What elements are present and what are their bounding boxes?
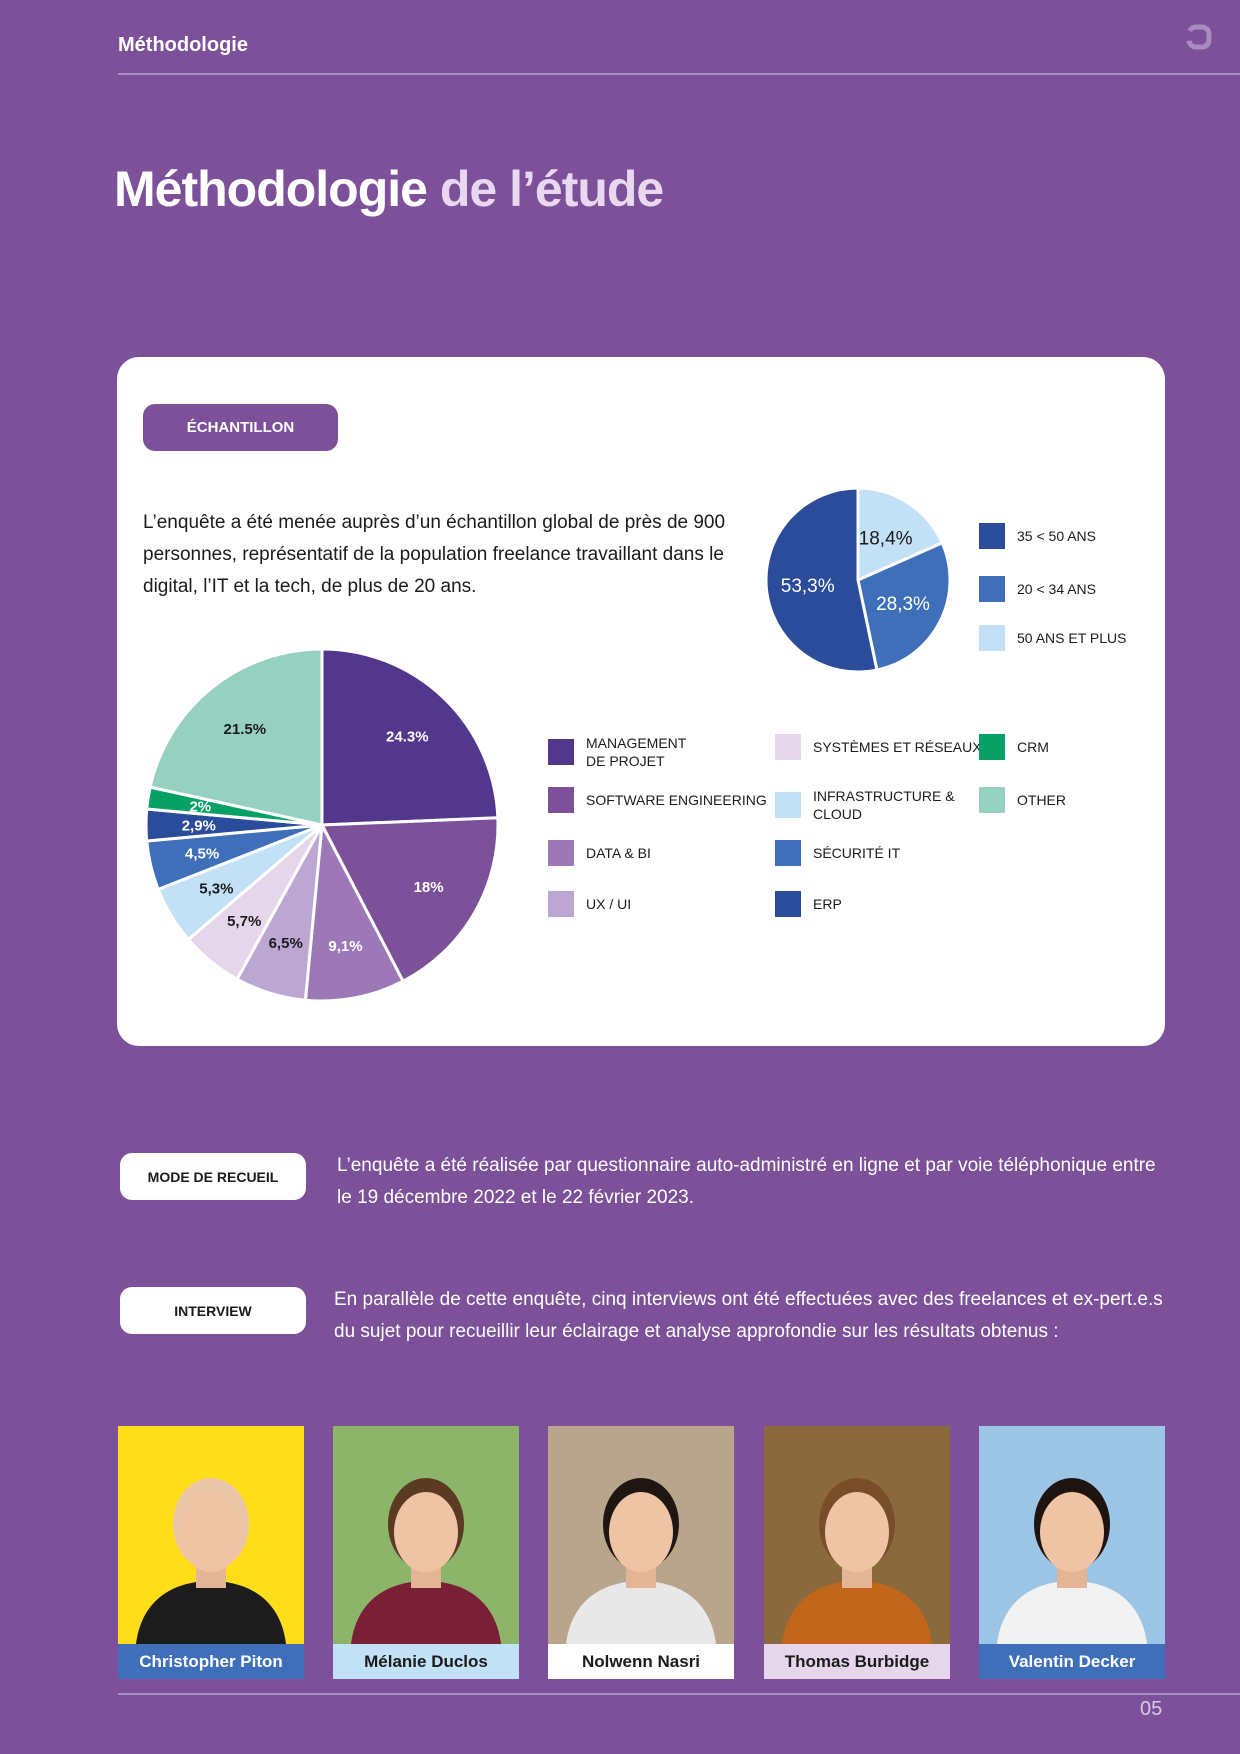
header-divider xyxy=(118,73,1240,75)
domain-legend-item-other: OTHER xyxy=(979,787,1066,813)
age-pie-slice-50-ans-et-plus xyxy=(856,486,945,583)
legend-label: UX / UI xyxy=(586,896,632,912)
domain-pie-label-other: 21.5% xyxy=(224,721,267,738)
domain-legend-item-crm: CRM xyxy=(979,734,1049,760)
interviewee-card: Mélanie Duclos xyxy=(333,1426,519,1679)
age-pie-label-20-34-ans: 28,3% xyxy=(876,594,930,615)
age-pie-slice-20-34-ans xyxy=(856,540,952,672)
interviewee-card: Nolwenn Nasri xyxy=(548,1426,734,1679)
legend-swatch xyxy=(979,787,1005,813)
legend-swatch xyxy=(775,792,801,818)
collection-description: L’enquête a été réalisée par questionnai… xyxy=(337,1155,1156,1208)
age-pie-chart: 18,4% 28,3% 53,3% xyxy=(764,486,952,674)
interview-label-badge: INTERVIEW xyxy=(120,1287,306,1334)
legend-label: 35 < 50 ANS xyxy=(1017,528,1097,544)
domain-pie-label-ux-ui: 6,5% xyxy=(269,935,303,952)
interviewee-card: Thomas Burbidge xyxy=(764,1426,950,1679)
domain-legend-item-data-bi: DATA & BI xyxy=(548,840,651,866)
domain-pie-slice-data-bi xyxy=(303,819,406,1003)
legend-swatch xyxy=(775,891,801,917)
interviewee-name: Christopher Piton xyxy=(118,1644,304,1679)
legend-label: INFRASTRUCTURE & CLOUD xyxy=(813,788,955,822)
domain-legend-item-syst-mes-et-r-seaux: SYSTÈMES ET RÉSEAUX xyxy=(775,734,982,760)
legend-swatch xyxy=(548,739,574,765)
sample-description: L’enquête a été menée auprès d’un échant… xyxy=(143,512,726,597)
legend-label: SOFTWARE ENGINEERING xyxy=(586,792,767,808)
legend-label: SÉCURITÉ IT xyxy=(813,845,901,861)
age-pie-slice-35-50-ans xyxy=(764,486,879,674)
legend-label: SYSTÈMES ET RÉSEAUX xyxy=(813,739,982,755)
domain-legend-item-software-engineering: SOFTWARE ENGINEERING xyxy=(548,787,767,813)
portrait-illustration xyxy=(351,1478,501,1644)
portrait-photo xyxy=(548,1426,734,1644)
age-pie-label-35-50-ans: 53,3% xyxy=(781,576,835,597)
portrait-photo xyxy=(764,1426,950,1644)
domain-pie-slice-software-engineering xyxy=(319,816,500,984)
interviewee-name: Nolwenn Nasri xyxy=(548,1644,734,1679)
legend-label: 20 < 34 ANS xyxy=(1017,581,1097,597)
domain-legend-item-management: MANAGEMENT DE PROJET xyxy=(548,734,686,770)
collection-label-badge: MODE DE RECUEIL xyxy=(120,1153,306,1200)
legend-label: MANAGEMENT DE PROJET xyxy=(586,734,686,770)
interview-description: En parallèle de cette enquête, cinq inte… xyxy=(334,1289,1163,1342)
logo-icon xyxy=(1186,24,1212,50)
legend-label-line: DE PROJET xyxy=(586,753,665,769)
interviewee-name: Thomas Burbidge xyxy=(764,1644,950,1679)
portrait-photo xyxy=(333,1426,519,1644)
domain-legend-item-infrastructure-cloud: INFRASTRUCTURE & CLOUD xyxy=(775,787,963,823)
legend-swatch xyxy=(548,840,574,866)
page-number: 05 xyxy=(1140,1698,1163,1720)
domain-pie-label-infrastructure-cloud: 5,3% xyxy=(199,881,233,898)
domain-pie-label-crm: 2% xyxy=(189,798,211,815)
domain-pie-label-data-bi: 9,1% xyxy=(328,938,362,955)
sample-card: ÉCHANTILLON L’enquête a été menée auprès… xyxy=(117,357,1165,1046)
age-pie-label-50-ans-et-plus: 18,4% xyxy=(859,528,913,549)
legend-swatch xyxy=(548,787,574,813)
legend-label: OTHER xyxy=(1017,792,1066,808)
domain-pie-label-syst-mes-et-r-seaux: 5,7% xyxy=(227,913,261,930)
domain-pie-label-management-de-projet: 24.3% xyxy=(386,728,429,745)
domain-pie-label-erp: 2,9% xyxy=(182,817,216,834)
age-legend-item-50-ans-et-plus: 50 ANS ET PLUS xyxy=(979,625,1126,651)
sample-label-badge: ÉCHANTILLON xyxy=(143,404,338,451)
interviewee-card: Christopher Piton xyxy=(118,1426,304,1679)
legend-label: DATA & BI xyxy=(586,845,651,861)
legend-label-line: MANAGEMENT xyxy=(586,735,687,751)
legend-swatch xyxy=(548,891,574,917)
domain-pie-label-s-curit-it: 4,5% xyxy=(185,846,219,863)
legend-label: CRM xyxy=(1017,739,1049,755)
legend-swatch xyxy=(775,840,801,866)
charts-canvas: 18,4% 28,3% 53,3% 24.3% 18% 9,1% 6,5% 5,7% 5,3%… xyxy=(144,486,952,1003)
page-title: Méthodologie de l’étude xyxy=(114,160,664,218)
legend-label: 50 ANS ET PLUS xyxy=(1017,630,1127,646)
footer-divider xyxy=(118,1693,1240,1695)
portrait-illustration xyxy=(997,1478,1147,1644)
legend-label: ERP xyxy=(813,896,842,912)
portrait-photo xyxy=(979,1426,1165,1644)
domain-pie-slice-other xyxy=(148,647,324,827)
legend-swatch xyxy=(775,734,801,760)
legend-swatch xyxy=(979,576,1005,602)
interviewee-name: Mélanie Duclos xyxy=(333,1644,519,1679)
legend-swatch xyxy=(979,625,1005,651)
header-section-title: Méthodologie xyxy=(118,34,248,56)
domain-pie-slice-management-de-projet xyxy=(320,647,500,827)
legend-swatch xyxy=(979,734,1005,760)
page-title-accent: de l’étude xyxy=(439,161,664,217)
portrait-photo xyxy=(118,1426,304,1644)
domain-legend-item-erp: ERP xyxy=(775,891,842,917)
portrait-illustration xyxy=(782,1478,932,1644)
page-title-main: Méthodologie xyxy=(114,161,428,217)
domain-legend-item-ux-ui: UX / UI xyxy=(548,891,631,917)
interviewee-card: Valentin Decker xyxy=(979,1426,1165,1679)
domain-legend-item-s-curit-it: SÉCURITÉ IT xyxy=(775,840,900,866)
interviewee-name: Valentin Decker xyxy=(979,1644,1165,1679)
age-legend-item-35-50-ans: 35 < 50 ANS xyxy=(979,523,1096,549)
portrait-illustration xyxy=(136,1478,286,1644)
portrait-illustration xyxy=(566,1478,716,1644)
age-legend-item-20-34-ans: 20 < 34 ANS xyxy=(979,576,1096,602)
legend-swatch xyxy=(979,523,1005,549)
domain-pie-label-software-engineering: 18% xyxy=(414,879,444,896)
domain-pie-chart: 24.3% 18% 9,1% 6,5% 5,7% 5,3% 4,5% 2,9% 2% 21.5% xyxy=(144,647,500,1003)
